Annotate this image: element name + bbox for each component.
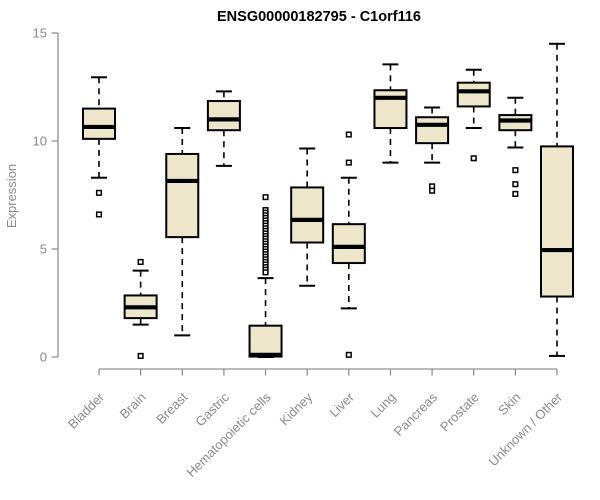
y-axis-title: Expression: [4, 164, 19, 228]
box-pancreas: [415, 106, 450, 194]
outlier-point: [262, 194, 269, 201]
iqr-box: [540, 145, 574, 298]
x-tick-label-breast: Breast: [153, 389, 190, 426]
y-tick-label: 15: [33, 26, 47, 41]
outlier-point: [95, 189, 103, 196]
iqr-box: [206, 100, 241, 132]
x-tick-label-unknown-other: Unknown / Other: [486, 389, 566, 469]
x-tick-label-kidney: Kidney: [277, 389, 316, 428]
iqr-box: [331, 223, 366, 265]
outlier-point: [137, 352, 144, 359]
box-hematopoietic-cells: [248, 194, 283, 358]
outlier-point: [512, 181, 519, 188]
outlier-point: [429, 187, 436, 194]
iqr-box: [456, 81, 491, 108]
box-gastric: [206, 90, 241, 167]
box-bladder: [82, 76, 116, 218]
iqr-box: [82, 107, 116, 140]
iqr-box: [498, 114, 533, 132]
outlier-point: [345, 131, 352, 138]
x-tick-label-lung: Lung: [368, 390, 399, 421]
x-tick-label-prostate: Prostate: [437, 390, 482, 435]
iqr-box: [165, 152, 200, 239]
outlier-point: [345, 159, 352, 166]
y-tick-label: 5: [40, 242, 47, 257]
chart-title: ENSG00000182795 - C1orf116: [217, 9, 421, 25]
box-lung: [373, 63, 408, 164]
outlier-point: [137, 258, 144, 266]
outlier-point: [470, 155, 477, 162]
boxes-layer: [82, 42, 574, 359]
box-brain: [123, 258, 158, 359]
x-tick-label-brain: Brain: [117, 390, 149, 422]
y-tick-label: 10: [33, 134, 47, 149]
box-unknown-other: [540, 42, 574, 357]
box-prostate: [456, 68, 491, 162]
x-tick-label-liver: Liver: [326, 389, 357, 420]
outlier-point: [262, 269, 269, 276]
x-tick-label-gastric: Gastric: [192, 389, 232, 429]
outlier-point: [512, 190, 519, 197]
iqr-box: [248, 324, 283, 358]
iqr-box: [290, 186, 325, 244]
x-tick-label-skin: Skin: [495, 390, 523, 418]
y-tick-label: 0: [40, 350, 47, 365]
box-breast: [165, 127, 200, 337]
outlier-point: [345, 351, 352, 358]
box-skin: [498, 96, 533, 197]
x-tick-label-pancreas: Pancreas: [391, 389, 441, 439]
outlier-point: [512, 167, 519, 174]
box-kidney: [290, 147, 325, 287]
iqr-box: [415, 116, 450, 145]
x-tick-label-bladder: Bladder: [65, 389, 108, 432]
outlier-point: [95, 211, 103, 218]
box-liver: [331, 131, 366, 358]
